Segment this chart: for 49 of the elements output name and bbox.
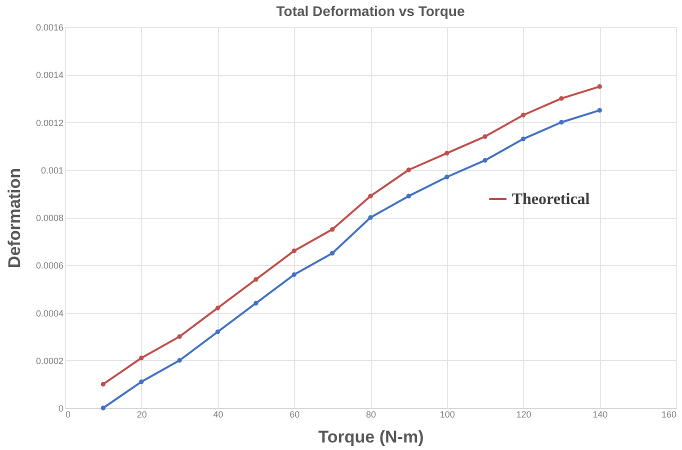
- x-tick-label: 160: [661, 410, 676, 420]
- point: [520, 112, 526, 118]
- x-tick-label: 80: [366, 410, 376, 420]
- y-tick-label: 0.001: [40, 165, 64, 176]
- x-tick-label: 40: [213, 410, 224, 420]
- point: [139, 356, 144, 360]
- point: [597, 84, 602, 89]
- point: [177, 334, 182, 339]
- point: [406, 168, 412, 172]
- point: [292, 272, 296, 277]
- point: [330, 227, 335, 232]
- point: [406, 194, 412, 198]
- point: [482, 134, 488, 139]
- x-tick-label: 100: [440, 410, 455, 420]
- x-tick-label: 60: [290, 410, 300, 420]
- x-tick-label: 20: [136, 410, 147, 420]
- point: [100, 406, 106, 410]
- point: [482, 158, 488, 163]
- y-tick-label: 0.0002: [36, 356, 64, 366]
- point: [330, 250, 335, 256]
- point: [139, 379, 144, 384]
- y-tick-label: 0.0004: [36, 308, 64, 318]
- y-tick-label: 0.0014: [36, 70, 64, 80]
- point: [368, 215, 373, 220]
- y-tick-label: 0.0008: [36, 213, 64, 223]
- point: [444, 150, 450, 156]
- y-tick-label: 0.0012: [36, 118, 64, 128]
- y-axis-title: Deformation: [4, 168, 24, 268]
- point: [254, 277, 258, 282]
- point: [597, 108, 602, 113]
- point: [215, 329, 220, 334]
- point: [215, 306, 220, 310]
- point: [559, 96, 564, 101]
- chart-title: Total Deformation vs Torque: [276, 3, 465, 19]
- point: [520, 136, 526, 142]
- x-tick-label: 140: [592, 410, 608, 420]
- x-tick-label: 0: [66, 410, 71, 420]
- point: [444, 174, 450, 180]
- point: [177, 358, 182, 363]
- y-tick-label: 0.0006: [36, 260, 64, 271]
- x-axis-title: Torque (N-m): [318, 428, 424, 446]
- x-tick-label: 120: [516, 410, 532, 420]
- legend-label: Theoretical: [512, 191, 590, 208]
- y-tick-label: 0.0016: [36, 22, 64, 32]
- point: [368, 194, 373, 198]
- point: [292, 248, 296, 254]
- point: [559, 120, 564, 125]
- point: [254, 300, 258, 306]
- point: [100, 382, 106, 387]
